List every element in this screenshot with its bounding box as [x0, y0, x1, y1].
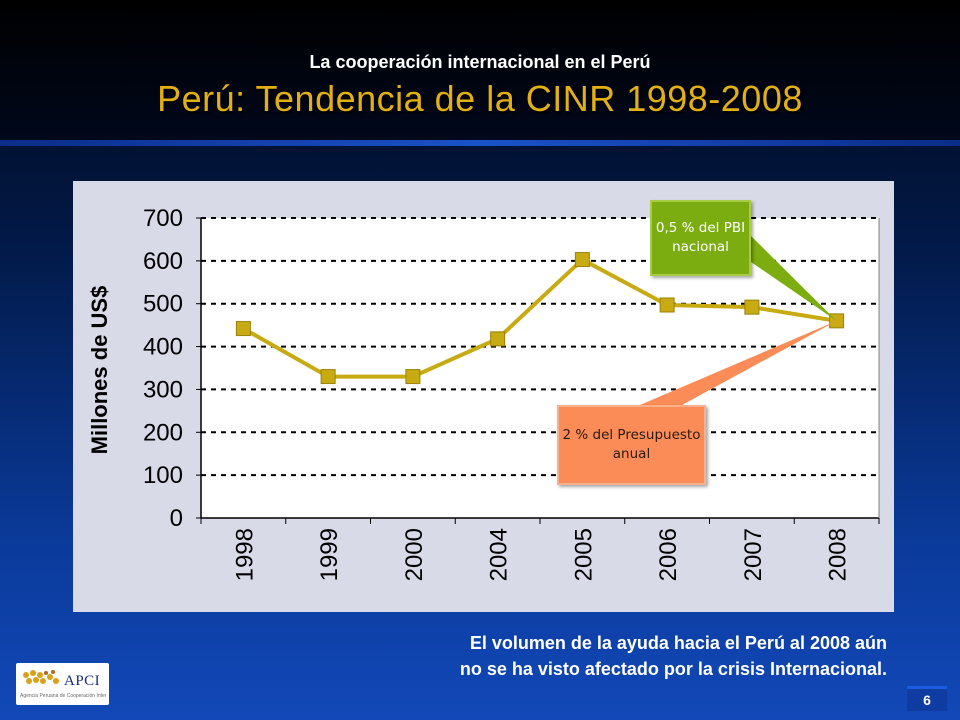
y-tick-label: 400: [143, 334, 183, 361]
data-point: [320, 369, 336, 385]
series-line: [242, 257, 837, 379]
data-point: [659, 297, 675, 313]
slide-title: Perú: Tendencia de la CINR 1998-2008: [157, 78, 803, 119]
y-tick-label: 700: [143, 205, 183, 232]
data-point: [574, 252, 590, 268]
data-point: [235, 321, 251, 337]
chart-panel: 0 100 200 300 400 500 600 700 1998 1999 2000 2004 20…: [73, 181, 894, 612]
data-point: [405, 369, 421, 385]
data-point: [490, 331, 506, 347]
callout-gdp-share: 0,5 % del PBI nacional: [650, 200, 751, 276]
apci-logo-mark-icon: [23, 670, 59, 684]
slide-supertitle: La cooperación internacional en el Perú: [309, 52, 651, 72]
line-chart: 0 100 200 300 400 500 600 700 1998 1999 2000 2004 20…: [87, 205, 880, 581]
x-tick-label: 2008: [825, 528, 852, 581]
callout-budget-share: 2 % del Presupuesto anual: [557, 405, 706, 485]
x-tick-label: 1999: [316, 528, 343, 581]
x-tick-label: 2004: [486, 528, 513, 581]
logo-text: APCI: [64, 673, 101, 689]
y-tick-label: 200: [143, 419, 183, 446]
data-point: [744, 299, 760, 315]
y-tick-label: 100: [143, 462, 183, 489]
y-tick-label: 600: [143, 248, 183, 275]
x-tick-label: 1998: [231, 528, 258, 581]
header-band: [0, 0, 960, 145]
x-tick-label: 2005: [570, 528, 597, 581]
x-tick-label: 2007: [740, 528, 767, 581]
callout-budget-pointer: [640, 320, 837, 405]
logo-subtext: Agencia Peruana de Cooperación Internaci…: [20, 693, 106, 699]
x-tick-label: 2006: [655, 528, 682, 581]
y-tick-label: 0: [170, 505, 183, 532]
y-tick-label: 300: [143, 376, 183, 403]
footnote-text: El volumen de la ayuda hacia el Perú al …: [459, 633, 887, 679]
y-axis-title: Millones de US$: [87, 286, 112, 455]
x-tick-label: 2000: [401, 528, 428, 581]
y-tick-label: 500: [143, 291, 183, 318]
header-divider: [0, 140, 960, 146]
apci-logo: APCI Agencia Peruana de Cooperación Inte…: [16, 663, 109, 705]
page-number: 6: [907, 686, 947, 711]
